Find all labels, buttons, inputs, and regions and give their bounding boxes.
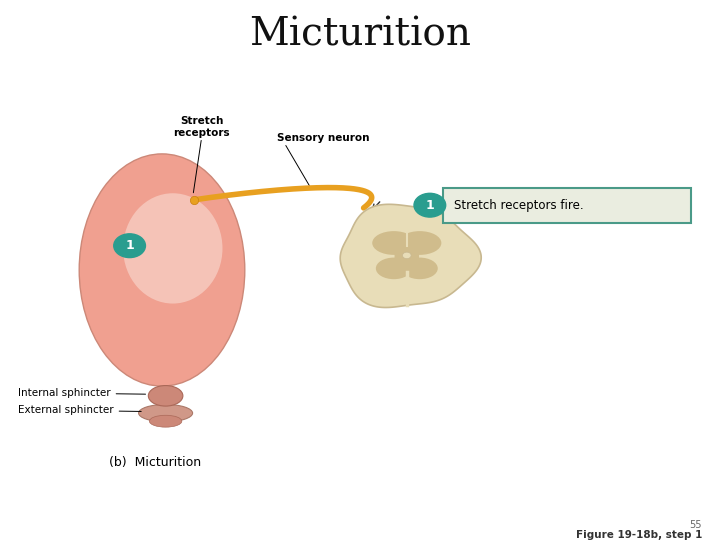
- FancyBboxPatch shape: [395, 246, 419, 267]
- Ellipse shape: [372, 231, 415, 255]
- Text: 1: 1: [125, 239, 134, 252]
- Ellipse shape: [138, 404, 193, 422]
- Circle shape: [402, 252, 411, 259]
- Text: External sphincter: External sphincter: [18, 406, 141, 415]
- Ellipse shape: [148, 386, 183, 406]
- Ellipse shape: [376, 258, 412, 279]
- Text: 1: 1: [426, 199, 434, 212]
- Text: Stretch receptors fire.: Stretch receptors fire.: [454, 199, 583, 212]
- Text: 55: 55: [690, 520, 702, 530]
- Ellipse shape: [402, 258, 438, 279]
- Text: Stretch
receptors: Stretch receptors: [174, 116, 230, 138]
- Text: Internal sphincter: Internal sphincter: [18, 388, 145, 398]
- Circle shape: [114, 234, 145, 258]
- Text: Sensory neuron: Sensory neuron: [277, 133, 369, 143]
- Ellipse shape: [150, 415, 181, 427]
- Polygon shape: [341, 204, 481, 307]
- Text: (b)  Micturition: (b) Micturition: [109, 456, 201, 469]
- Ellipse shape: [123, 193, 222, 303]
- Circle shape: [414, 193, 446, 217]
- Text: Micturition: Micturition: [249, 16, 471, 53]
- Ellipse shape: [398, 231, 441, 255]
- Ellipse shape: [79, 154, 245, 386]
- FancyBboxPatch shape: [443, 187, 691, 222]
- Text: Figure 19-18b, step 1: Figure 19-18b, step 1: [575, 530, 702, 540]
